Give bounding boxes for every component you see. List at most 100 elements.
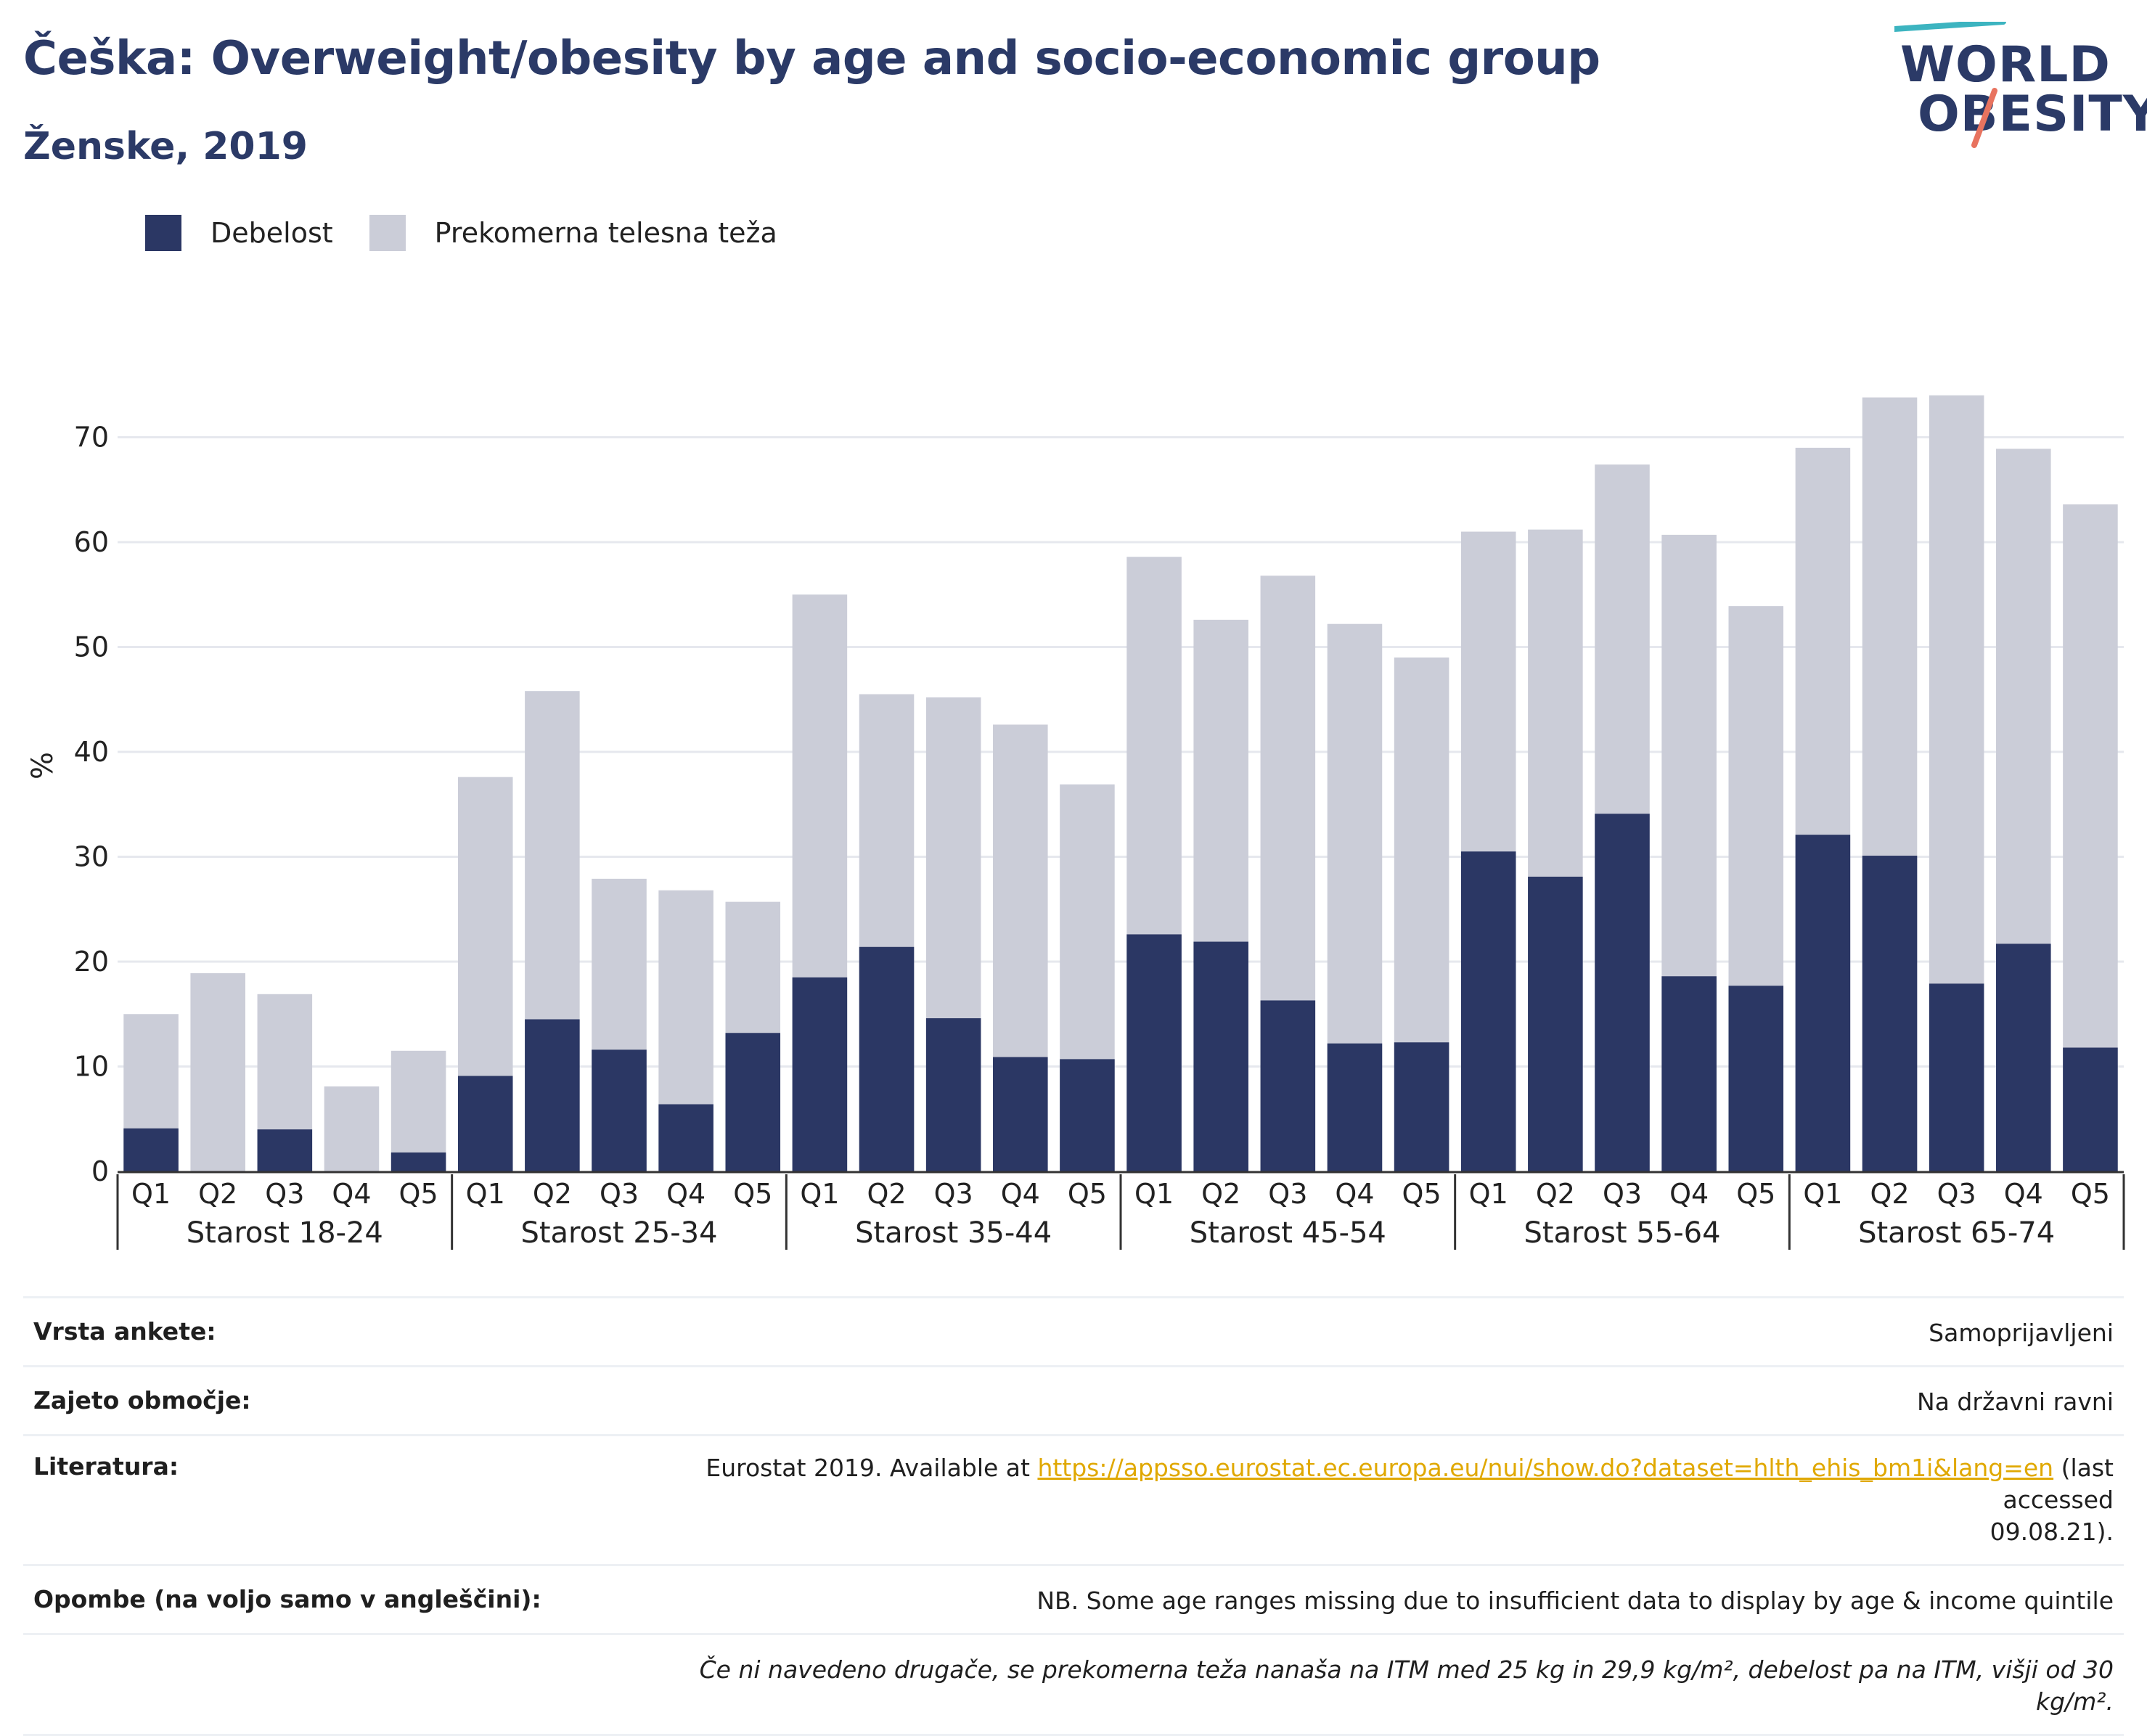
group-label: Starost 25-34 xyxy=(520,1216,717,1250)
logo-slash-icon xyxy=(1894,22,2006,148)
group-label: Starost 45-54 xyxy=(1190,1216,1386,1250)
meta-row-definition: Če ni navedeno drugače, se prekomerna te… xyxy=(23,1633,2124,1736)
x-tick-label: Q4 xyxy=(1335,1178,1374,1210)
legend-swatch-obesity xyxy=(145,215,181,251)
bar-obesity xyxy=(2063,1047,2118,1171)
bar-obesity xyxy=(658,1104,713,1171)
legend-label-obesity: Debelost xyxy=(210,217,333,249)
world-obesity-logo: WORLD OBESITY xyxy=(1894,22,2147,152)
y-tick-label: 0 xyxy=(91,1155,109,1187)
bar-obesity xyxy=(993,1057,1048,1171)
bar-obesity xyxy=(792,977,848,1171)
group-label: Starost 35-44 xyxy=(855,1216,1052,1250)
bar-obesity xyxy=(1394,1042,1449,1171)
y-tick-label: 10 xyxy=(74,1051,109,1083)
bar-obesity xyxy=(1126,934,1182,1171)
x-tick-label: Q4 xyxy=(332,1178,371,1210)
bar-obesity xyxy=(525,1019,580,1171)
x-tick-label: Q5 xyxy=(733,1178,772,1210)
literature-value: Eurostat 2019. Available at https://apps… xyxy=(662,1452,2114,1548)
literature-prefix: Eurostat 2019. Available at xyxy=(706,1454,1038,1482)
x-tick-label: Q1 xyxy=(131,1178,171,1210)
y-tick-label: 70 xyxy=(74,422,109,454)
bar-obesity xyxy=(1193,941,1248,1171)
x-tick-label: Q3 xyxy=(1268,1178,1307,1210)
literature-suffix-2: 09.08.21). xyxy=(1989,1518,2114,1546)
bar-obesity xyxy=(123,1128,179,1171)
x-tick-label: Q2 xyxy=(533,1178,572,1210)
coverage-value: Na državni ravni xyxy=(1917,1388,2114,1416)
y-tick-label: 30 xyxy=(74,841,109,873)
x-tick-label: Q4 xyxy=(1669,1178,1709,1210)
bar-obesity xyxy=(1595,814,1650,1171)
bar-obesity xyxy=(1260,1000,1316,1171)
definition-note: Če ni navedeno drugače, se prekomerna te… xyxy=(699,1655,2114,1716)
logo-text-line2: OBESITY xyxy=(1918,86,2147,143)
x-tick-label: Q4 xyxy=(666,1178,706,1210)
survey-type-label: Vrsta ankete: xyxy=(33,1317,216,1346)
metadata-table: Vrsta ankete: Samoprijavljeni Zajeto obm… xyxy=(23,1296,2124,1736)
y-axis-label: % xyxy=(26,752,60,779)
x-tick-label: Q5 xyxy=(1402,1178,1441,1210)
bar-overweight xyxy=(390,1050,446,1171)
x-tick-label: Q4 xyxy=(1001,1178,1040,1210)
bar-overweight xyxy=(190,973,245,1171)
y-tick-label: 50 xyxy=(74,631,109,663)
x-tick-label: Q5 xyxy=(2071,1178,2110,1210)
bar-obesity xyxy=(257,1129,313,1171)
x-tick-label: Q1 xyxy=(1803,1178,1842,1210)
literature-link[interactable]: https://appsso.eurostat.ec.europa.eu/nui… xyxy=(1037,1454,2054,1482)
bar-obesity xyxy=(1929,983,1984,1171)
x-tick-label: Q4 xyxy=(2004,1178,2043,1210)
legend-label-overweight: Prekomerna telesna teža xyxy=(434,217,777,249)
bar-obesity xyxy=(1661,976,1717,1171)
bar-obesity xyxy=(1795,835,1851,1171)
group-label: Starost 55-64 xyxy=(1524,1216,1720,1250)
logo-text-line1: WORLD xyxy=(1900,36,2111,94)
bar-obesity xyxy=(1460,851,1516,1171)
notes-label: Opombe (na voljo samo v angleščini): xyxy=(33,1585,541,1613)
x-tick-label: Q5 xyxy=(1068,1178,1107,1210)
group-label: Starost 18-24 xyxy=(187,1216,383,1250)
bar-obesity xyxy=(725,1033,781,1171)
x-tick-label: Q1 xyxy=(1469,1178,1508,1210)
y-tick-label: 40 xyxy=(74,736,109,768)
bar-overweight xyxy=(324,1086,380,1171)
y-tick-label: 60 xyxy=(74,526,109,558)
meta-row-coverage: Zajeto območje: Na državni ravni xyxy=(23,1365,2124,1434)
bar-obesity xyxy=(1996,943,2051,1171)
x-tick-label: Q2 xyxy=(1201,1178,1240,1210)
x-tick-label: Q2 xyxy=(1870,1178,1909,1210)
chart-title: Češka: Overweight/obesity by age and soc… xyxy=(23,32,1600,86)
bar-obesity xyxy=(592,1049,647,1171)
bar-obesity xyxy=(457,1076,513,1171)
bar-obesity xyxy=(1060,1059,1115,1171)
x-tick-label: Q3 xyxy=(265,1178,304,1210)
coverage-label: Zajeto območje: xyxy=(33,1386,251,1414)
legend: Debelost Prekomerna telesna teža xyxy=(145,215,814,251)
bar-obesity xyxy=(1728,986,1784,1171)
x-tick-label: Q5 xyxy=(1736,1178,1775,1210)
x-tick-label: Q2 xyxy=(1536,1178,1575,1210)
x-tick-label: Q3 xyxy=(600,1178,639,1210)
bar-obesity xyxy=(1862,856,1918,1171)
bar-obesity xyxy=(925,1018,981,1171)
bar-obesity xyxy=(1528,876,1583,1171)
chart-subtitle: Ženske, 2019 xyxy=(23,125,308,168)
bar-obesity xyxy=(859,946,915,1171)
bar-obesity xyxy=(1327,1043,1383,1171)
notes-value: NB. Some age ranges missing due to insuf… xyxy=(1036,1586,2114,1615)
x-tick-label: Q5 xyxy=(399,1178,438,1210)
x-tick-label: Q2 xyxy=(198,1178,237,1210)
group-label: Starost 65-74 xyxy=(1858,1216,2055,1250)
x-tick-label: Q3 xyxy=(934,1178,973,1210)
x-tick-label: Q1 xyxy=(1134,1178,1174,1210)
x-tick-label: Q3 xyxy=(1603,1178,1642,1210)
literature-suffix-1: (last accessed xyxy=(2003,1454,2114,1514)
bar-obesity xyxy=(390,1152,446,1171)
y-tick-label: 20 xyxy=(74,946,109,978)
legend-item-obesity: Debelost xyxy=(145,215,333,251)
legend-item-overweight: Prekomerna telesna teža xyxy=(369,215,777,251)
bar-chart: 0 10 20 30 40 50 60 70% Q1 Q2 Q3 Q4 Q5 Q1 Q2 Q3 Q4 Q5 Q1 Q2… xyxy=(26,395,2125,1250)
meta-row-literature: Literatura: Eurostat 2019. Available at … xyxy=(23,1434,2124,1564)
